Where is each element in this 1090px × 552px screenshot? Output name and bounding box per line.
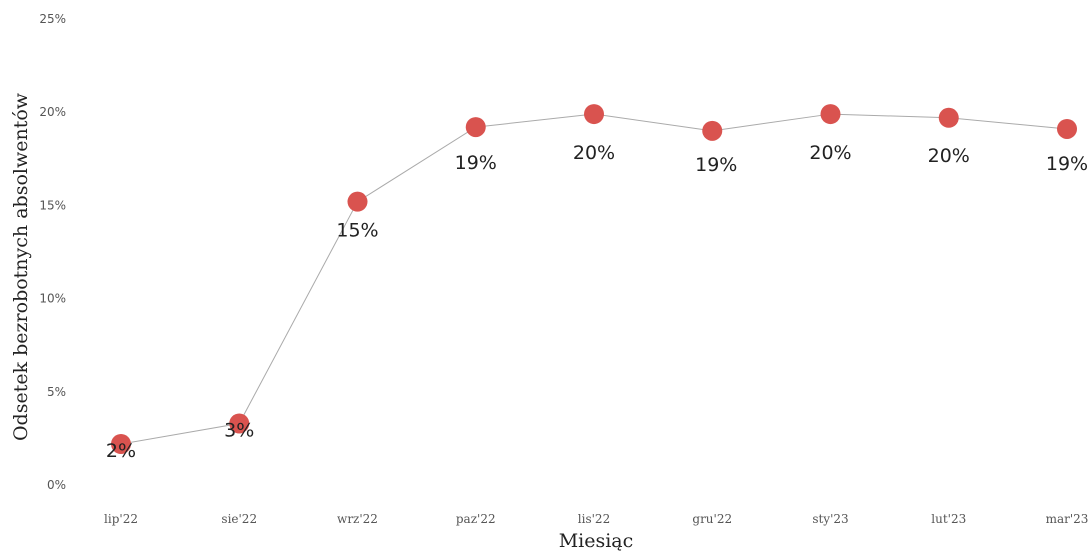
y-tick-label: 20% xyxy=(39,105,66,119)
y-tick-label: 10% xyxy=(39,292,66,306)
x-tick-label: paz'22 xyxy=(456,512,496,526)
x-tick-label: sie'22 xyxy=(221,512,257,526)
x-tick-label: wrz'22 xyxy=(337,512,378,526)
x-axis-ticks: lip'22 sie'22 wrz'22 paz'22 lis'22 gru'22 sty'… xyxy=(104,512,1088,526)
y-tick-label: 5% xyxy=(47,385,66,399)
data-label: 19% xyxy=(695,154,737,176)
data-point xyxy=(347,191,368,212)
data-labels: 2% 3% 15% 19% 20% 19% 20% 20% 19% xyxy=(106,142,1088,462)
x-tick-label: lis'22 xyxy=(578,512,610,526)
y-tick-label: 0% xyxy=(47,478,66,492)
data-label: 20% xyxy=(809,142,851,164)
x-tick-label: lut'23 xyxy=(931,512,966,526)
data-label: 20% xyxy=(573,142,615,164)
x-axis-title: Miesiąc xyxy=(559,530,634,552)
data-point xyxy=(465,117,486,138)
data-point xyxy=(229,413,250,434)
data-label: 20% xyxy=(928,145,970,167)
data-label: 15% xyxy=(336,220,378,242)
data-point xyxy=(111,433,131,454)
x-tick-label: mar'23 xyxy=(1046,512,1089,526)
data-label: 3% xyxy=(224,419,254,441)
data-points xyxy=(111,104,1077,454)
data-label: 19% xyxy=(1046,153,1088,175)
x-tick-label: sty'23 xyxy=(812,512,848,526)
x-tick-label: gru'22 xyxy=(692,512,732,526)
data-label: 2% xyxy=(106,440,136,462)
y-tick-label: 15% xyxy=(39,198,66,212)
y-tick-label: 25% xyxy=(39,12,66,26)
y-axis-title: Odsetek bezrobotnych absolwentów xyxy=(10,92,32,441)
data-point xyxy=(820,104,841,125)
data-label: 19% xyxy=(455,152,497,174)
data-point xyxy=(584,104,604,125)
data-point xyxy=(938,107,959,128)
data-point xyxy=(702,120,723,141)
x-tick-label: lip'22 xyxy=(104,512,138,526)
data-point xyxy=(1057,118,1077,139)
y-axis-ticks: 0% 5% 10% 15% 20% 25% xyxy=(39,12,66,492)
